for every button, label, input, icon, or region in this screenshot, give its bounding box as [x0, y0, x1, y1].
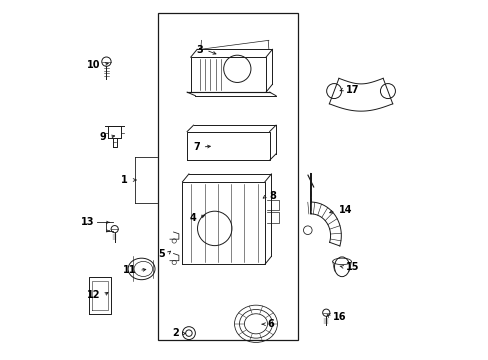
- Text: 17: 17: [345, 85, 358, 95]
- Text: 14: 14: [338, 206, 351, 216]
- Text: 4: 4: [189, 213, 196, 222]
- Text: 16: 16: [333, 312, 346, 322]
- Text: 15: 15: [345, 262, 358, 272]
- Text: 11: 11: [122, 265, 136, 275]
- Text: 1: 1: [121, 175, 128, 185]
- Text: 5: 5: [158, 248, 164, 258]
- Text: 13: 13: [81, 217, 94, 227]
- Text: 12: 12: [87, 291, 100, 301]
- Text: 10: 10: [87, 59, 100, 69]
- Text: 8: 8: [268, 191, 275, 201]
- Text: 2: 2: [172, 328, 179, 338]
- Text: 9: 9: [100, 132, 106, 142]
- Text: 7: 7: [193, 142, 199, 152]
- Text: 3: 3: [196, 45, 203, 55]
- Bar: [158, 13, 298, 339]
- Text: 6: 6: [267, 319, 274, 329]
